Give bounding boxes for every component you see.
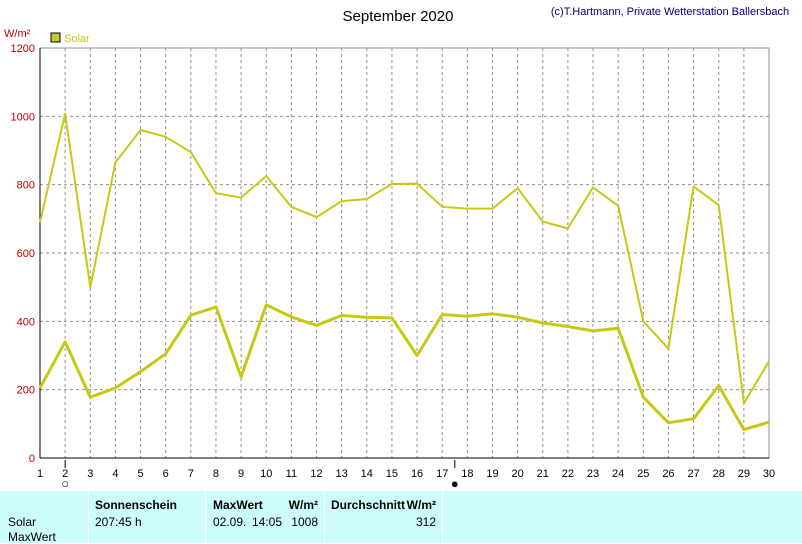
x-tick-label: 14 [361,468,373,480]
x-tick-label: 24 [612,468,624,480]
x-tick-label: 12 [310,468,322,480]
maxwert-value: 1008 [291,515,318,529]
y-tick-label: 400 [17,316,35,328]
y-axis: 0 200 400 600 800 1000 1200 [11,43,35,465]
new-moon-icon: ● [451,476,459,491]
x-tick-label: 17 [436,468,448,480]
x-tick-label: 11 [286,468,297,480]
x-tick-label: 3 [87,468,93,480]
x-axis: 1 2 3 4 5 6 7 8 9 10 11 12 13 14 15 16 17 18 19 20 21 22 23 24 2… [37,468,775,480]
x-tick-label: 7 [188,468,194,480]
x-tick-label: 29 [738,468,750,480]
y-tick-label: 1000 [11,111,35,123]
solar-chart: September 2020 (c)T.Hartmann, Private We… [4,6,789,491]
average-column: Durchschnitt W/m² 312 [324,491,442,543]
row-label-maxwert: MaxWert [8,530,56,544]
summary-table: Solar MaxWert Sonnenschein 207:45 h MaxW… [0,491,802,544]
grid [39,47,770,459]
sunshine-column: Sonnenschein 207:45 h [88,491,205,543]
x-tick-label: 5 [137,468,143,480]
average-value: 312 [415,515,436,529]
series-group [38,112,770,432]
x-tick-label: 2 [62,468,68,480]
maxwert-unit: W/m² [288,498,318,512]
y-tick-label: 0 [29,453,35,465]
x-tick-label: 4 [112,468,118,480]
x-tick-label: 9 [238,468,244,480]
x-tick-label: 13 [336,468,348,480]
maxwert-header: MaxWert [213,498,263,512]
x-tick-label: 27 [687,468,699,480]
x-tick-label: 8 [213,468,219,480]
x-tick-label: 18 [461,468,473,480]
x-tick-label: 21 [537,468,549,480]
maxwert-date: 02.09. [213,515,247,529]
average-unit: W/m² [406,498,436,512]
x-tick-label: 16 [411,468,423,480]
x-tick-label: 1 [37,468,43,480]
x-tick-label: 25 [637,468,649,480]
full-moon-icon: ○ [61,476,69,491]
series-line [38,303,770,432]
x-tick-label: 6 [163,468,169,480]
y-tick-label: 600 [17,248,35,260]
chart-title: September 2020 [343,8,454,25]
legend-swatch [50,32,61,43]
x-tick-label: 30 [763,468,775,480]
y-tick-label: 800 [17,180,35,192]
sunshine-header: Sonnenschein [95,498,178,512]
sunshine-value: 207:45 h [95,515,142,529]
average-header: Durchschnitt [331,498,406,512]
maxwert-column: MaxWert W/m² 02.09. 14:05 1008 [205,491,324,543]
empty-column [442,491,802,543]
x-tick-label: 28 [713,468,725,480]
y-axis-label: W/m² [4,28,31,40]
x-tick-label: 10 [260,468,272,480]
y-tick-label: 200 [17,385,35,397]
x-tick-label: 15 [386,468,398,480]
copyright-text: (c)T.Hartmann, Private Wetterstation Bal… [551,6,789,18]
y-tick-label: 1200 [11,43,35,55]
x-tick-label: 22 [562,468,574,480]
x-tick-label: 23 [587,468,599,480]
row-label-solar: Solar [8,515,37,529]
maxwert-time: 14:05 [252,515,283,529]
x-tick-label: 19 [486,468,498,480]
legend-label: Solar [64,33,90,45]
x-tick-label: 20 [511,468,523,480]
moon-markers: ○ ● [61,460,459,491]
x-tick-label: 26 [662,468,674,480]
series-line [39,112,770,405]
